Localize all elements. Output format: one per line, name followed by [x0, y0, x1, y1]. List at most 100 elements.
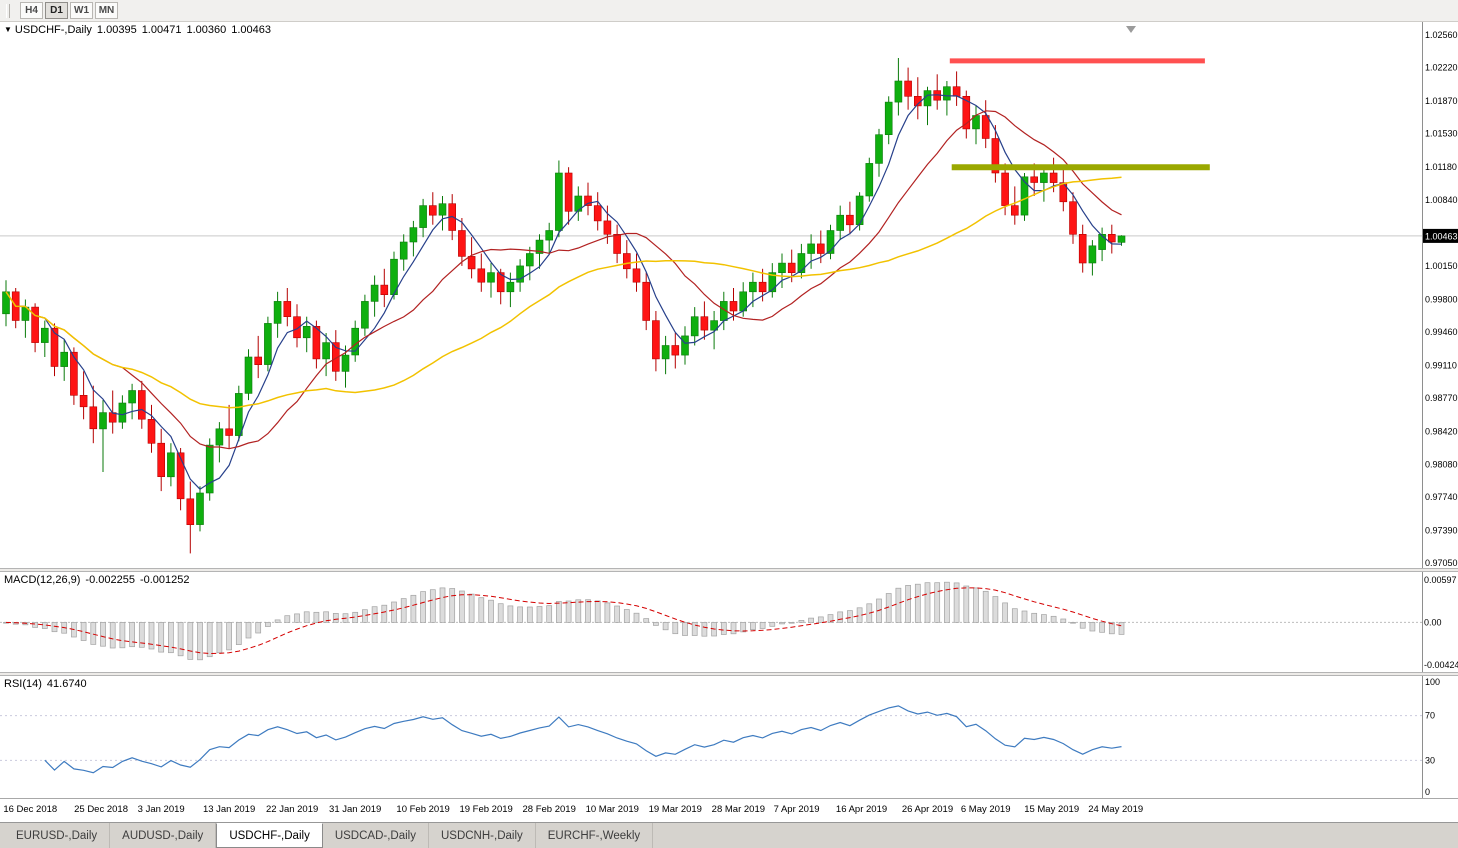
rsi-line — [44, 705, 1122, 774]
macd-name: MACD(12,26,9) — [4, 574, 81, 586]
chart-menu-arrow-icon[interactable]: ▼ — [4, 25, 12, 34]
candle — [555, 160, 563, 238]
candle — [826, 224, 835, 260]
candle — [438, 196, 447, 231]
candle — [370, 275, 379, 317]
macd-signal-line — [5, 587, 1122, 655]
chart-tab-eurchf[interactable]: EURCHF-,Weekly — [536, 823, 654, 848]
chart-symbol-label: USDCHF-,Daily — [14, 24, 92, 36]
candle — [564, 167, 573, 225]
macd-value: -0.002255 — [85, 574, 135, 586]
candle — [409, 220, 418, 257]
candle — [458, 218, 466, 266]
timeframe-button-h4[interactable]: H4 — [20, 2, 43, 19]
rsi-chart-svg[interactable]: 100 70 30 0 — [0, 676, 1458, 798]
candle — [962, 90, 971, 139]
date-axis-label: 31 Jan 2019 — [329, 804, 382, 815]
candle — [1088, 240, 1097, 276]
panel-splitter-macd[interactable] — [0, 568, 1458, 572]
date-axis[interactable]: 16 Dec 2018 25 Dec 2018 3 Jan 2019 13 Jan 2… — [0, 798, 1458, 822]
ma-line-13 — [5, 110, 1122, 450]
candle — [525, 246, 534, 281]
date-axis-label: 15 May 2019 — [1024, 804, 1080, 815]
candle — [264, 316, 272, 372]
price-axis-label: 0.98420 — [1425, 427, 1458, 437]
candle — [981, 100, 990, 149]
candle — [205, 438, 214, 501]
candle — [807, 234, 815, 269]
date-axis-label: 19 Feb 2019 — [459, 804, 513, 815]
price-axis-label: 1.02560 — [1425, 30, 1458, 40]
price-axis-label: 1.00840 — [1425, 195, 1458, 205]
chart-title: ▼ USDCHF-,Daily 1.00395 1.00471 1.00360 1.004… — [4, 24, 276, 36]
candle — [836, 205, 845, 241]
timeframe-button-d1[interactable]: D1 — [45, 2, 68, 19]
chart-shift-marker-icon[interactable] — [1126, 26, 1136, 33]
candle — [399, 234, 408, 271]
candle — [952, 71, 961, 106]
candle — [79, 371, 88, 420]
candle — [1069, 192, 1077, 244]
main-chart-panel: 1.02560 1.02220 1.01870 1.01530 1.01180 1.008… — [0, 22, 1458, 568]
panel-splitter-rsi[interactable] — [0, 672, 1458, 676]
candle — [1020, 173, 1029, 221]
candle — [913, 77, 922, 120]
candle — [487, 263, 495, 298]
main-chart-svg[interactable]: 1.02560 1.02220 1.01870 1.01530 1.01180 1.008… — [0, 22, 1458, 568]
macd-panel: 0.00597 0.00 -0.00424 MACD(12,26,9) -0.0022… — [0, 572, 1458, 672]
chart-tab-usdcnh[interactable]: USDCNH-,Daily — [429, 823, 536, 848]
candle — [690, 307, 699, 346]
date-axis-label: 26 Apr 2019 — [901, 804, 954, 815]
macd-histogram — [3, 581, 1125, 661]
ma-line-34 — [5, 176, 1122, 409]
chart-tab-usdchf[interactable]: USDCHF-,Daily — [216, 823, 323, 848]
candle — [584, 182, 592, 216]
candle — [894, 58, 903, 116]
candle — [99, 400, 107, 472]
candle — [138, 380, 146, 429]
timeframe-button-mn[interactable]: MN — [95, 2, 118, 19]
candle — [477, 253, 486, 292]
candle — [652, 311, 660, 372]
rsi-label: RSI(14) 41.6740 — [4, 678, 92, 690]
price-axis-label: 1.02220 — [1425, 63, 1458, 73]
candle — [128, 383, 136, 420]
candle — [11, 288, 20, 329]
candle — [186, 481, 195, 554]
chart-tabs: EURUSD-,Daily AUDUSD-,Daily USDCHF-,Daily U… — [0, 822, 1458, 848]
candle — [215, 422, 224, 463]
date-axis-label: 13 Jan 2019 — [202, 804, 256, 815]
candle — [331, 330, 340, 381]
candle — [196, 486, 204, 532]
macd-chart-svg[interactable]: 0.00597 0.00 -0.00424 — [0, 572, 1458, 672]
macd-signal-value: -0.001252 — [139, 574, 190, 586]
date-axis-label: 10 Feb 2019 — [396, 804, 450, 815]
toolbar-drag-handle[interactable] — [6, 3, 10, 18]
rsi-value: 41.6740 — [46, 678, 87, 690]
candle — [700, 301, 709, 340]
candle — [846, 201, 854, 235]
candle — [1059, 167, 1068, 212]
date-axis-label: 7 Apr 2019 — [773, 804, 820, 815]
chart-tab-usdcad[interactable]: USDCAD-,Daily — [323, 823, 429, 848]
price-axis-label: 1.00150 — [1425, 261, 1458, 271]
candle — [419, 198, 427, 238]
chart-tab-eurusd[interactable]: EURUSD-,Daily — [4, 823, 111, 848]
date-axis-label: 28 Mar 2019 — [711, 804, 766, 815]
date-axis-label: 22 Jan 2019 — [265, 804, 319, 815]
candle — [574, 186, 583, 221]
candle — [506, 272, 515, 308]
candle — [778, 253, 786, 288]
candle — [380, 268, 389, 308]
date-axis-label: 10 Mar 2019 — [585, 804, 639, 815]
candle — [157, 428, 165, 492]
chart-tab-audusd[interactable]: AUDUSD-,Daily — [110, 823, 217, 848]
macd-axis-label: 0.00 — [1424, 617, 1442, 627]
timeframe-button-w1[interactable]: W1 — [70, 2, 93, 19]
candle — [89, 385, 98, 444]
macd-label: MACD(12,26,9) -0.002255 -0.001252 — [4, 574, 195, 586]
chart-open-value: 1.00395 — [96, 24, 137, 36]
candle — [50, 323, 59, 377]
candle — [428, 192, 437, 225]
price-axis-label: 0.99800 — [1425, 295, 1458, 305]
